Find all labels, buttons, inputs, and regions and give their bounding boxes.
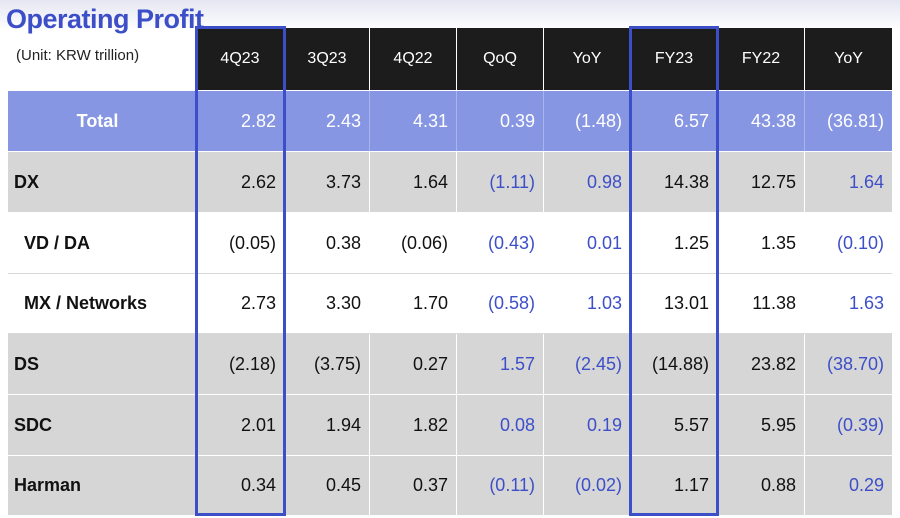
cell-yoy: (2.45) (544, 334, 631, 394)
col-header-fy22: FY22 (718, 28, 804, 90)
cell-4q22: (0.06) (370, 213, 457, 273)
table-row-sdc: SDC 2.01 1.94 1.82 0.08 0.19 5.57 5.95 (… (8, 395, 892, 456)
cell-3q23: 3.30 (285, 274, 370, 333)
cell-fy22: 1.35 (718, 213, 805, 273)
cell-fy22: 11.38 (718, 274, 805, 333)
cell-fy23: 1.25 (631, 213, 718, 273)
cell-4q23: 2.62 (196, 152, 285, 212)
table-row-total: Total 2.82 2.43 4.31 0.39 (1.48) 6.57 43… (8, 91, 892, 151)
cell-fy23: (14.88) (631, 334, 718, 394)
cell-yoy-fy: (0.39) (836, 414, 884, 435)
col-header-3q23: 3Q23 (285, 28, 369, 90)
col-header-4q22: 4Q22 (370, 28, 456, 90)
row-label: Harman (8, 456, 196, 515)
cell-fy22: 23.82 (718, 334, 805, 394)
cell-qoq: (0.58) (457, 274, 544, 333)
cell-4q23: (0.05) (196, 213, 285, 273)
cell-4q22: 1.64 (370, 152, 457, 212)
cell-4q22: 0.27 (370, 334, 457, 394)
cell-4q23: 2.01 (196, 395, 285, 455)
unit-note: (Unit: KRW trillion) (16, 47, 140, 64)
cell-yoy-fy: 1.64 (848, 171, 884, 192)
cell-3q23: 3.73 (285, 152, 370, 212)
cell-yoy: 0.01 (544, 213, 631, 273)
cell-4q23: 2.82 (196, 91, 285, 151)
cell-yoy-fy: (38.70) (826, 353, 884, 374)
row-label: VD / DA (8, 213, 196, 273)
cell-fy23: 14.38 (631, 152, 718, 212)
cell-fy23: 13.01 (631, 274, 718, 333)
cell-fy23: 6.57 (631, 91, 718, 151)
cell-4q23: (2.18) (196, 334, 285, 394)
cell-qoq: 0.08 (457, 395, 544, 455)
cell-3q23: 0.45 (285, 456, 370, 515)
cell-qoq: 0.39 (457, 91, 544, 151)
table-row-vd-da: VD / DA (0.05) 0.38 (0.06) (0.43) 0.01 1… (8, 213, 892, 274)
cell-fy22: 43.38 (718, 91, 805, 151)
cell-4q22: 1.70 (370, 274, 457, 333)
table-row-dx: DX 2.62 3.73 1.64 (1.11) 0.98 14.38 12.7… (8, 152, 892, 213)
cell-yoy-fy: (0.10) (836, 232, 884, 253)
cell-4q22: 0.37 (370, 456, 457, 515)
row-label: DS (8, 334, 196, 394)
cell-3q23: 2.43 (285, 91, 370, 151)
col-header-yoy: YoY (544, 28, 630, 90)
cell-qoq: (0.11) (457, 456, 544, 515)
table-row-ds: DS (2.18) (3.75) 0.27 1.57 (2.45) (14.88… (8, 334, 892, 395)
cell-4q22: 4.31 (370, 91, 457, 151)
cell-qoq: 1.57 (457, 334, 544, 394)
cell-yoy: 1.03 (544, 274, 631, 333)
cell-3q23: 0.38 (285, 213, 370, 273)
col-header-qoq: QoQ (457, 28, 543, 90)
cell-3q23: (3.75) (285, 334, 370, 394)
cell-yoy: (0.02) (544, 456, 631, 515)
cell-qoq: (0.43) (457, 213, 544, 273)
cell-yoy: 0.19 (544, 395, 631, 455)
cell-4q23: 0.34 (196, 456, 285, 515)
cell-fy23: 5.57 (631, 395, 718, 455)
cell-fy22: 12.75 (718, 152, 805, 212)
cell-fy22: 5.95 (718, 395, 805, 455)
table-row-mx-networks: MX / Networks 2.73 3.30 1.70 (0.58) 1.03… (8, 274, 892, 334)
cell-yoy-fy: 0.29 (848, 475, 884, 495)
cell-4q22: 1.82 (370, 395, 457, 455)
col-header-fy23: FY23 (631, 28, 717, 90)
cell-yoy: (1.48) (544, 91, 631, 151)
table-row-harman: Harman 0.34 0.45 0.37 (0.11) (0.02) 1.17… (8, 456, 892, 516)
row-label: SDC (8, 395, 196, 455)
row-label: MX / Networks (8, 274, 196, 333)
cell-yoy-fy: (36.81) (826, 110, 884, 131)
cell-fy23: 1.17 (631, 456, 718, 515)
cell-3q23: 1.94 (285, 395, 370, 455)
page-title: Operating Profit (6, 4, 204, 34)
cell-fy22: 0.88 (718, 456, 805, 515)
cell-4q23: 2.73 (196, 274, 285, 333)
row-label: DX (8, 152, 196, 212)
row-label: Total (8, 91, 196, 151)
top-gradient-band (0, 0, 900, 30)
cell-yoy-fy: 1.63 (848, 293, 884, 313)
cell-yoy: 0.98 (544, 152, 631, 212)
col-header-yoy-fy: YoY (805, 28, 892, 90)
cell-qoq: (1.11) (457, 152, 544, 212)
col-header-4q23: 4Q23 (196, 28, 284, 90)
